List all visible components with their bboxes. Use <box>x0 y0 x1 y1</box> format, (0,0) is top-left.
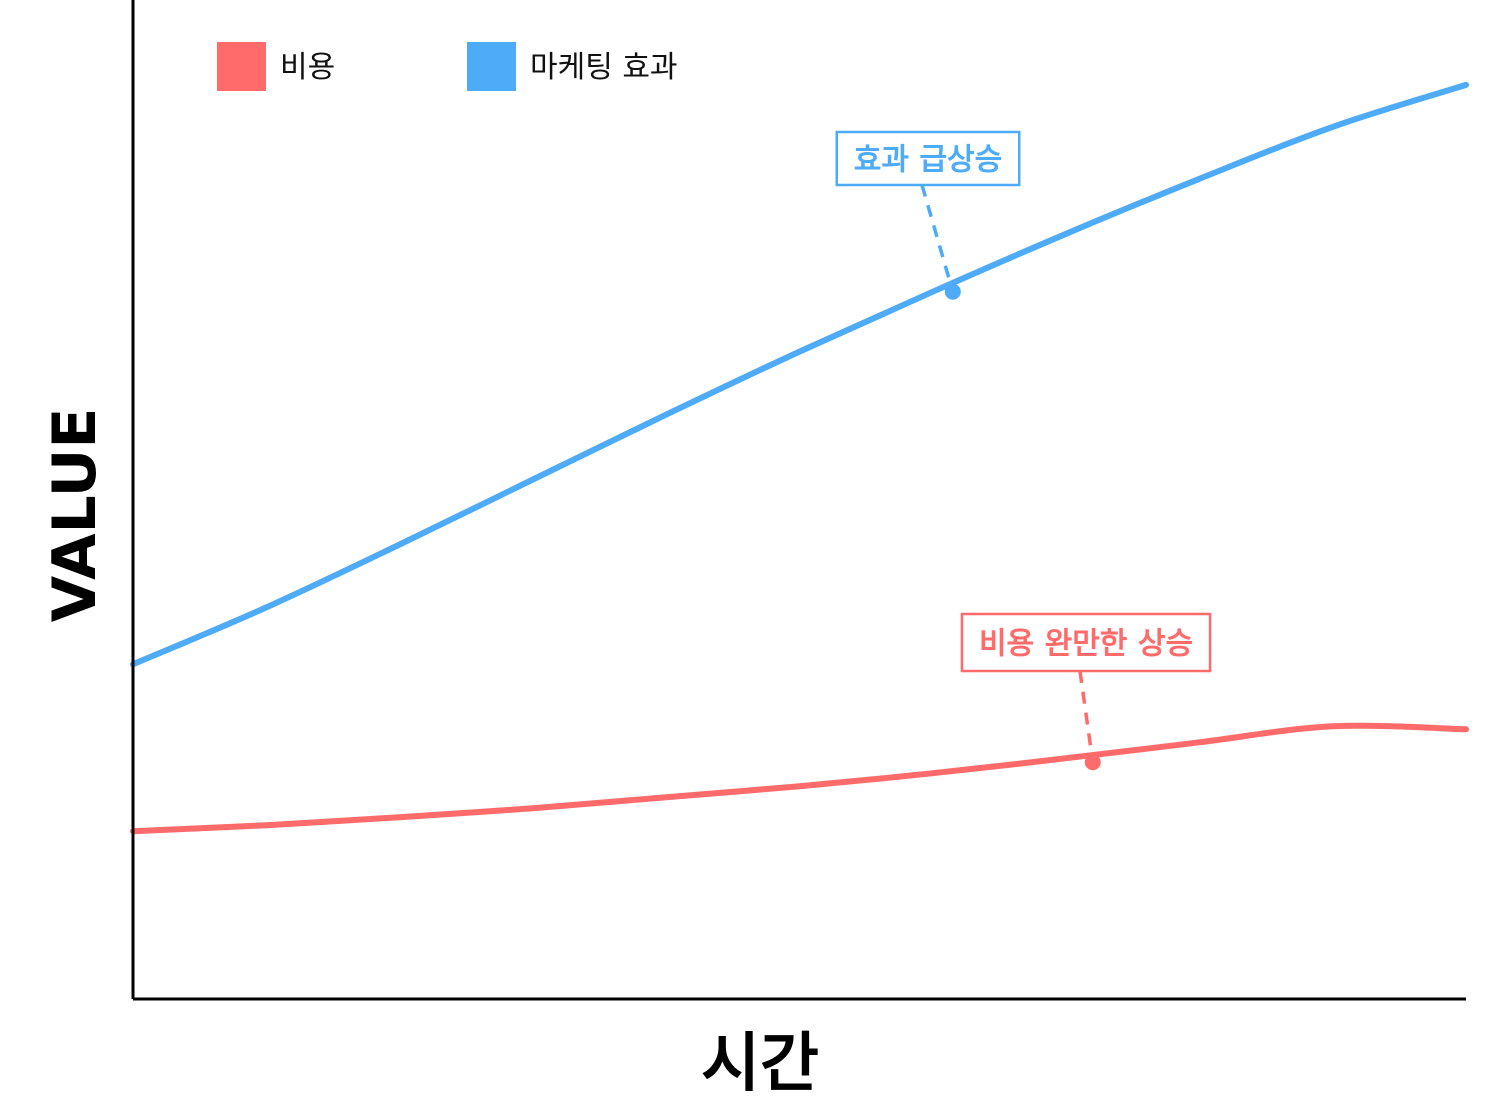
annotation-label: 효과 급상승 <box>854 143 1002 178</box>
series-line-0 <box>130 722 1469 835</box>
annotation-point <box>944 283 961 300</box>
annotation-0: 효과 급상승 <box>835 130 1021 300</box>
series-line-1 <box>130 81 1469 668</box>
series-layer <box>130 81 1469 835</box>
y-axis-title: VALUE <box>40 408 110 623</box>
x-axis-title: 시간 <box>701 1027 819 1101</box>
annotation-box <box>960 612 1212 673</box>
legend-item-1: 마케팅 효과 <box>467 42 678 91</box>
annotation-leader <box>920 184 955 293</box>
legend-swatch <box>217 42 266 91</box>
legend-label: 비용 <box>280 50 335 85</box>
annotation-label: 비용 완만한 상승 <box>979 627 1193 662</box>
annotation-point <box>1084 754 1101 771</box>
legend: 비용 마케팅 효과 <box>217 42 678 91</box>
legend-item-0: 비용 <box>217 42 335 91</box>
annotation-leader <box>1078 670 1095 763</box>
legend-label: 마케팅 효과 <box>530 50 678 85</box>
annotation-box <box>835 130 1021 187</box>
legend-swatch <box>467 42 516 91</box>
annotation-1: 비용 완만한 상승 <box>960 612 1212 771</box>
